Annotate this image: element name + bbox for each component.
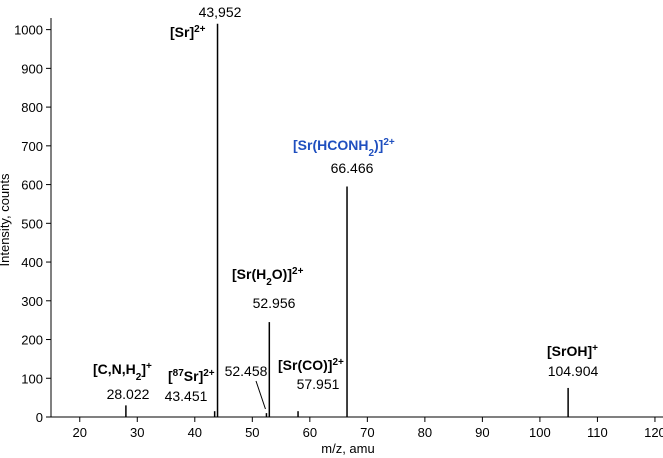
x-tick-label: 70 (360, 425, 374, 440)
ion-label-part: 2 (136, 372, 142, 383)
ion-label-part: [ (168, 368, 173, 384)
ion-label: [Sr(CO)]2+ (278, 357, 344, 374)
ion-label-part: 87 (173, 368, 185, 379)
ion-label-part: + (146, 361, 152, 372)
ion-label: [87Sr]2+ (168, 368, 215, 385)
ion-label: [Sr(H2O)]2+ (232, 266, 304, 288)
ion-label-part: 2+ (332, 357, 344, 368)
ion-label-part: [SrOH] (547, 343, 592, 359)
y-tick-label: 300 (21, 294, 43, 309)
ion-label-part: 2+ (383, 137, 395, 148)
peak-label: 57.951 (297, 376, 340, 392)
y-tick-label: 900 (21, 61, 43, 76)
ion-label-part: 2+ (203, 368, 215, 379)
ion-label-part: [C,N,H (93, 361, 136, 377)
x-tick-label: 120 (644, 425, 663, 440)
ion-label-part: [Sr(CO)] (278, 357, 332, 373)
x-tick-label: 60 (303, 425, 317, 440)
y-tick-label: 100 (21, 371, 43, 386)
x-tick-label: 20 (73, 425, 87, 440)
ion-label-part: 2+ (194, 24, 206, 35)
ion-label: [SrOH]+ (547, 343, 598, 360)
x-tick-label: 50 (245, 425, 259, 440)
ion-label-part: 2+ (292, 266, 304, 277)
ion-label-part: [Sr] (170, 24, 194, 40)
peak-label: 52.458 (225, 363, 268, 379)
ion-label: [C,N,H2]+ (93, 361, 152, 383)
leader-line (255, 380, 266, 410)
y-tick-label: 800 (21, 100, 43, 115)
peak-label: 52.956 (253, 295, 296, 311)
ion-label: [Sr]2+ (170, 24, 206, 41)
x-axis-label: m/z, amu (321, 441, 374, 456)
x-tick-label: 40 (188, 425, 202, 440)
x-tick-label: 100 (529, 425, 551, 440)
ion-label-part: O)] (272, 266, 292, 282)
y-axis-label: Intensity, counts (0, 173, 12, 266)
x-tick-label: 90 (475, 425, 489, 440)
ion-label: [Sr(HCONH2)]2+ (293, 137, 395, 159)
ion-label-part: ] (141, 361, 146, 377)
y-tick-label: 200 (21, 333, 43, 348)
y-tick-label: 700 (21, 139, 43, 154)
y-tick-label: 0 (36, 410, 43, 425)
peak-label: 66.466 (331, 160, 374, 176)
peak-label: 43,952 (199, 4, 242, 20)
ion-label-part: 2 (266, 277, 272, 288)
y-tick-label: 600 (21, 178, 43, 193)
ion-label-part: )] (374, 137, 383, 153)
ion-label-part: Sr] (184, 368, 203, 384)
x-tick-label: 30 (130, 425, 144, 440)
x-tick-label: 110 (587, 425, 608, 440)
ion-label-part: + (592, 343, 598, 354)
y-tick-label: 400 (21, 255, 43, 270)
peak-label: 104.904 (548, 363, 599, 379)
y-tick-label: 500 (21, 216, 43, 231)
ion-label-part: 2 (368, 148, 374, 159)
peak-label: 43.451 (165, 388, 208, 404)
peak-label: 28.022 (107, 386, 150, 402)
ion-label-part: [Sr(H (232, 266, 266, 282)
x-tick-label: 80 (418, 425, 432, 440)
ion-label-part: [Sr(HCONH (293, 137, 368, 153)
y-tick-label: 1000 (14, 23, 43, 38)
